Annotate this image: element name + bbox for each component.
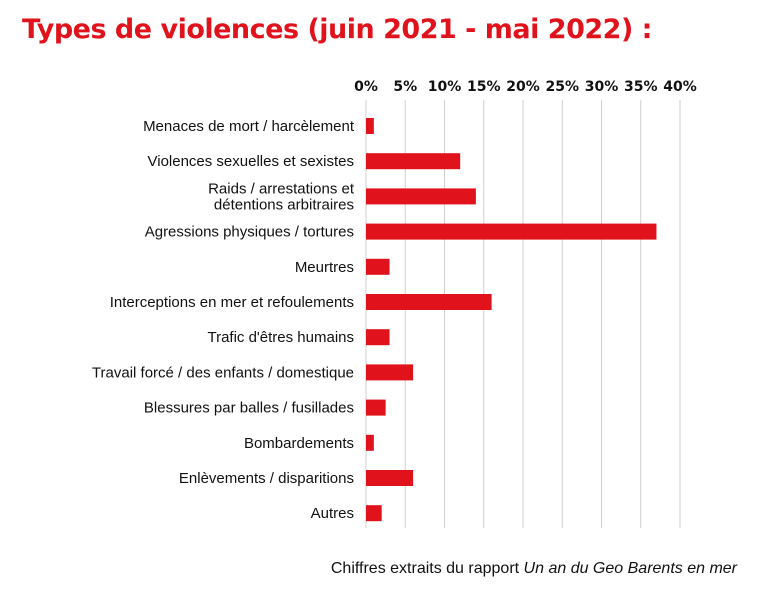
bar: [366, 294, 492, 310]
bar: [366, 188, 476, 205]
bar: [366, 505, 382, 522]
bar: [366, 470, 414, 486]
category-label: Interceptions en mer et refoulements: [110, 294, 354, 311]
bar: [366, 399, 386, 416]
category-label: Violences sexuelles et sexistes: [148, 153, 355, 170]
bar: [366, 118, 374, 134]
bar: [366, 329, 390, 346]
bar: [366, 258, 390, 275]
source-report-title: Un an du Geo Barents en mer: [523, 560, 737, 577]
x-tick-label: 35%: [624, 79, 658, 95]
category-label: Raids / arrestations et: [208, 180, 355, 197]
x-tick-label: 0%: [354, 79, 378, 95]
category-label: Agressions physiques / tortures: [145, 224, 354, 241]
bar: [366, 223, 657, 240]
bar: [366, 434, 374, 451]
source-prefix: Chiffres extraits du rapport: [330, 560, 524, 577]
category-label: Menaces de mort / harcèlement: [143, 118, 355, 135]
x-tick-label: 25%: [545, 79, 579, 95]
source-note: Chiffres extraits du rapport Un an du Ge…: [331, 560, 737, 578]
x-tick-label: 15%: [467, 79, 501, 95]
category-label: Bombardements: [244, 435, 354, 452]
x-tick-label: 40%: [663, 79, 697, 95]
category-label: détentions arbitraires: [214, 196, 354, 213]
x-tick-label: 5%: [393, 79, 417, 95]
category-label: Autres: [311, 505, 354, 522]
chart-title: Types de violences (juin 2021 - mai 2022…: [22, 14, 652, 45]
category-label: Trafic d'êtres humains: [207, 329, 354, 346]
category-label: Meurtres: [295, 259, 354, 276]
bar: [366, 153, 461, 170]
category-label: Enlèvements / disparitions: [179, 470, 354, 487]
x-tick-label: 20%: [506, 79, 540, 95]
x-tick-label: 30%: [585, 79, 619, 95]
category-label: Blessures par balles / fusillades: [144, 400, 354, 417]
category-label: Travail forcé / des enfants / domestique: [92, 364, 354, 381]
x-tick-label: 10%: [428, 79, 462, 95]
bar: [366, 364, 414, 381]
